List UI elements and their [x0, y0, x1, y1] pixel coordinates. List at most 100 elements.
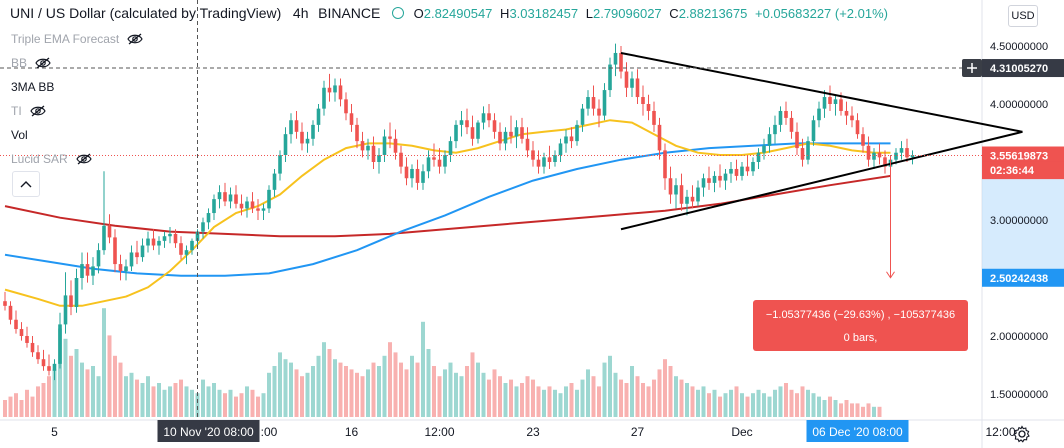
candle	[261, 203, 266, 220]
volume-bar	[866, 403, 871, 417]
time-axis-label: 27	[631, 425, 645, 439]
volume-bar	[338, 362, 343, 417]
candle	[410, 164, 414, 188]
volume-bar	[756, 389, 761, 417]
candle-body	[674, 185, 678, 195]
candle-body	[63, 295, 68, 325]
symbol-name[interactable]: UNI / US Dollar (calculated by TradingVi…	[10, 5, 282, 21]
eye-crossed-icon[interactable]	[29, 105, 46, 117]
candle	[366, 138, 370, 160]
interval-label[interactable]: 4h	[292, 5, 309, 21]
candle	[696, 180, 700, 207]
volume-bar	[234, 396, 238, 417]
bar-countdown-label-bg	[982, 161, 1064, 180]
exchange-label: BINANCE	[318, 5, 381, 21]
candle-body	[503, 131, 508, 144]
volume-bar	[85, 369, 90, 417]
ma-long-line	[4, 174, 891, 238]
candle	[613, 43, 618, 77]
candle	[866, 136, 871, 167]
candle-body	[564, 136, 568, 144]
candle	[624, 62, 629, 98]
candle	[668, 166, 673, 204]
volume-bar	[602, 362, 607, 417]
volume-bar	[828, 396, 832, 417]
candle	[487, 104, 491, 128]
candle-body	[289, 120, 293, 135]
eye-crossed-icon[interactable]	[35, 57, 51, 69]
indicator-3ma-bb[interactable]: 3MA BB	[11, 80, 54, 94]
volume-bar	[124, 376, 128, 417]
candle	[3, 291, 7, 311]
candle-body	[707, 178, 711, 183]
candle	[388, 122, 392, 149]
volume-bar	[52, 369, 57, 417]
volume-bar	[674, 376, 678, 417]
add-alert-button[interactable]	[962, 59, 982, 77]
collapse-legend-button[interactable]	[12, 171, 40, 197]
symbol-legend: UNI / US Dollar (calculated by TradingVi…	[10, 5, 888, 21]
candle-body	[630, 78, 634, 88]
indicator-triple-ema-forecast[interactable]: Triple EMA Forecast	[11, 32, 143, 46]
candle-body	[162, 236, 167, 241]
candle	[151, 229, 156, 251]
indicator-vol[interactable]: Vol	[11, 128, 28, 142]
candle-body	[344, 99, 348, 114]
candle	[608, 57, 612, 98]
candle-body	[74, 278, 79, 307]
candle-body	[910, 155, 915, 158]
currency-button[interactable]: USD	[1008, 5, 1038, 27]
candle-body	[118, 264, 123, 272]
volume-bar	[685, 383, 689, 417]
candle	[223, 182, 227, 207]
candle-body	[894, 152, 898, 160]
open-label: O	[413, 6, 424, 21]
candle	[844, 101, 849, 125]
indicator-ti[interactable]: TI	[11, 104, 46, 118]
crosshair-price-label-bg	[982, 59, 1064, 78]
candle	[58, 312, 62, 369]
volume-bar	[855, 403, 860, 417]
candle	[729, 162, 733, 183]
candle-body	[316, 108, 321, 125]
high-value: 3.03182457	[509, 6, 579, 21]
candle	[734, 159, 739, 181]
eye-crossed-icon[interactable]	[76, 153, 92, 165]
indicator-lucid-sar[interactable]: Lucid SAR	[11, 152, 92, 166]
volume-bar	[707, 393, 711, 417]
candle-body	[338, 85, 343, 100]
candle	[256, 199, 260, 220]
volume-bar	[19, 400, 24, 417]
crosshair-price-label: 4.31005270	[990, 63, 1048, 75]
candle-body	[311, 124, 315, 139]
candle	[426, 150, 431, 179]
candle	[399, 145, 403, 174]
candle-body	[602, 90, 607, 116]
candle	[465, 108, 469, 135]
volume-bar	[613, 372, 618, 417]
candle	[679, 173, 684, 211]
settings-gear-icon[interactable]	[1013, 425, 1031, 443]
candle	[41, 349, 46, 371]
volume-bar	[795, 393, 799, 417]
eye-crossed-icon[interactable]	[127, 33, 143, 45]
candle	[140, 238, 145, 262]
volume-bar	[712, 389, 717, 417]
volume-bar	[25, 389, 29, 417]
axes: 4.500000004.000000003.500000003.00000000…	[51, 41, 1064, 442]
indicator-bb[interactable]: BB	[11, 56, 51, 70]
candle-body	[729, 168, 733, 174]
candle-body	[8, 305, 13, 320]
ma-mid-line	[4, 142, 891, 277]
volume-bar	[415, 362, 420, 417]
volume-bar	[817, 396, 821, 417]
candle-body	[30, 342, 35, 353]
volume-bar	[421, 321, 425, 417]
price-tick-label: 1.50000000	[990, 389, 1048, 401]
candle-body	[245, 201, 249, 209]
last-price-label: 3.55619873	[990, 151, 1048, 163]
candle	[8, 301, 13, 325]
candle	[437, 148, 442, 174]
